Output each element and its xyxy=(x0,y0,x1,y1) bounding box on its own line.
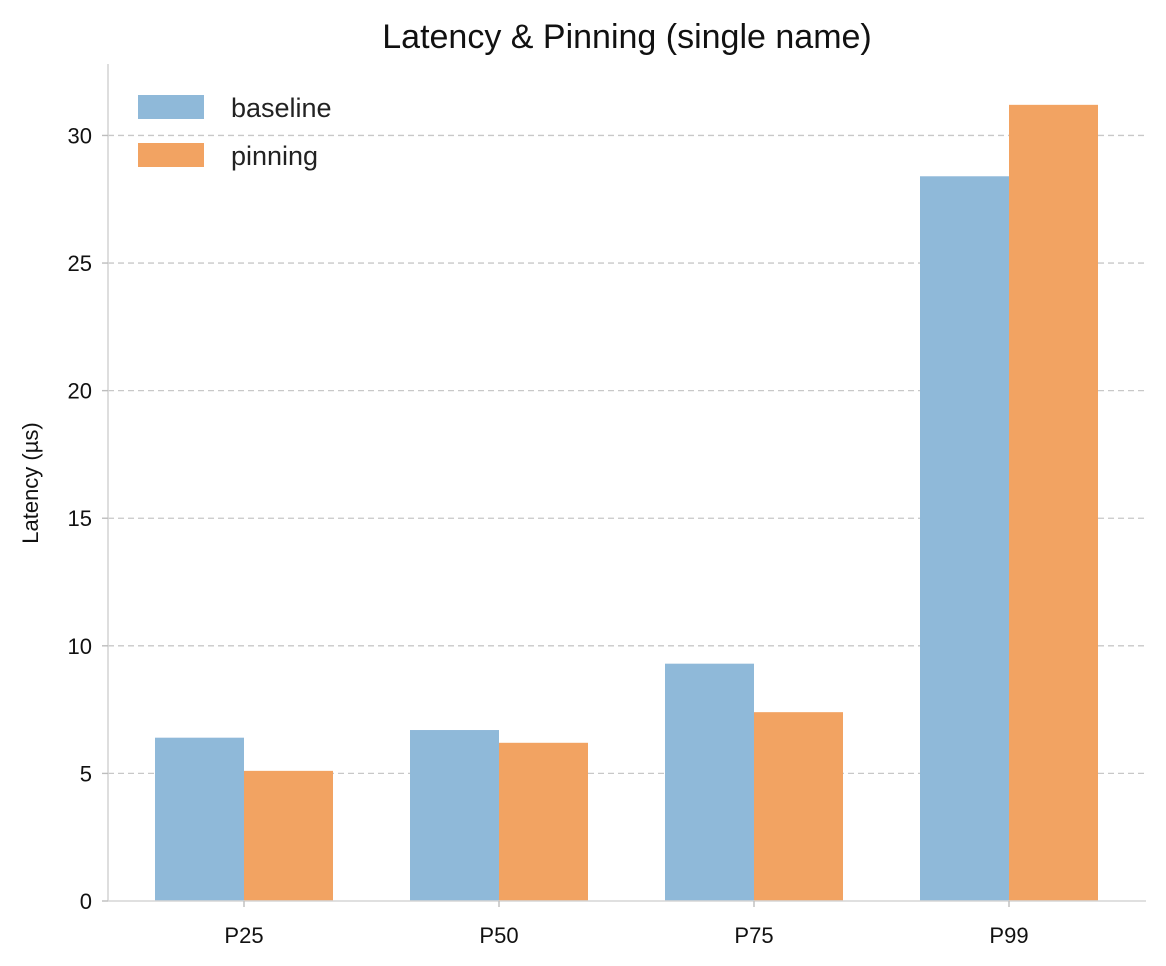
y-ticks: 0 5 10 15 20 25 30 xyxy=(68,123,108,914)
x-tick-label: P99 xyxy=(989,923,1028,948)
legend-label-pinning: pinning xyxy=(231,141,318,171)
y-tick-label: 20 xyxy=(68,379,92,404)
bar-baseline-p25 xyxy=(155,737,244,901)
y-tick-label: 30 xyxy=(68,123,92,148)
legend: baseline pinning xyxy=(138,93,332,171)
legend-swatch-pinning xyxy=(138,143,204,167)
legend-swatch-baseline xyxy=(138,95,204,119)
bar-pinning-p50 xyxy=(499,742,588,901)
bars-group xyxy=(155,104,1098,901)
y-tick-label: 15 xyxy=(68,506,92,531)
y-tick-label: 10 xyxy=(68,634,92,659)
chart-title: Latency & Pinning (single name) xyxy=(382,18,872,56)
x-tick-label: P50 xyxy=(479,923,518,948)
y-tick-label: 5 xyxy=(80,761,92,786)
bar-pinning-p25 xyxy=(244,770,333,901)
x-ticks: P25 P50 P75 P99 xyxy=(224,901,1029,948)
legend-label-baseline: baseline xyxy=(231,93,332,123)
x-tick-label: P25 xyxy=(224,923,263,948)
bar-baseline-p99 xyxy=(920,176,1009,901)
bar-pinning-p75 xyxy=(754,712,843,901)
x-tick-label: P75 xyxy=(734,923,773,948)
bar-baseline-p50 xyxy=(410,730,499,901)
y-tick-label: 0 xyxy=(80,889,92,914)
bar-pinning-p99 xyxy=(1009,104,1098,901)
bar-baseline-p75 xyxy=(665,663,754,901)
y-axis-label: Latency (µs) xyxy=(18,422,43,544)
y-tick-label: 25 xyxy=(68,251,92,276)
